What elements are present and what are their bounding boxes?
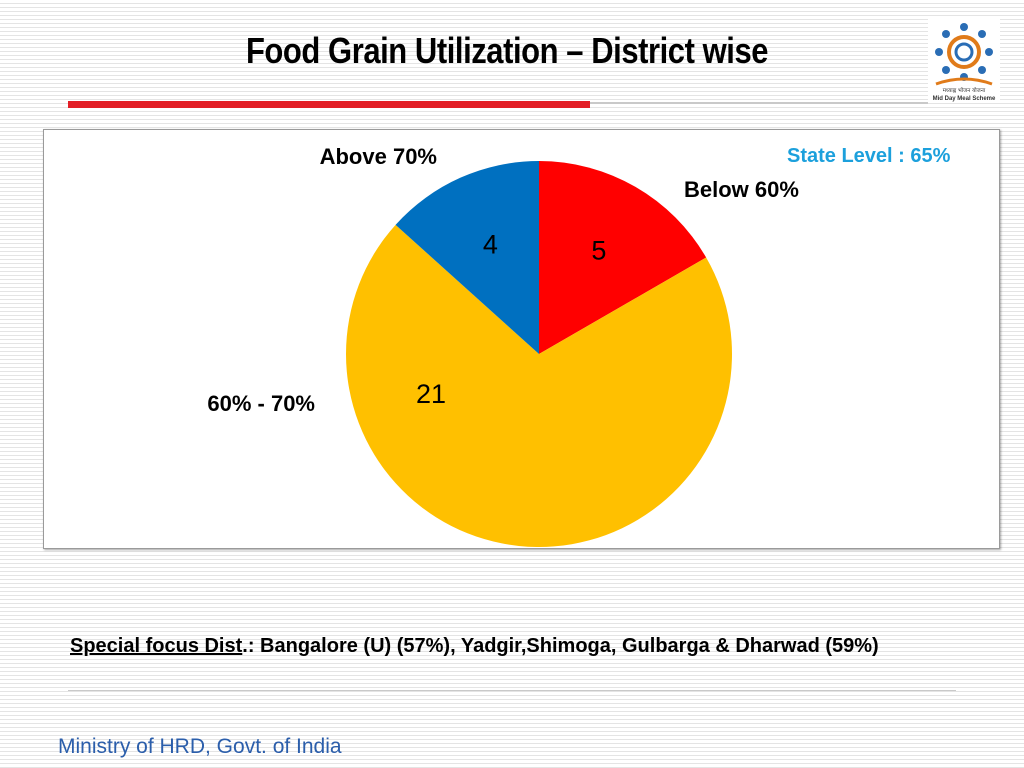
- logo-icon: मध्याह्न भोजन योजना Mid Day Meal Scheme: [933, 23, 996, 102]
- pie-value-labels: 5 21 4: [416, 230, 606, 409]
- pie-value-label-2: 4: [483, 230, 498, 260]
- logo-figures: [935, 23, 993, 81]
- title-underline-gray: [590, 102, 928, 104]
- special-focus-note: Special focus Dist.: Bangalore (U) (57%)…: [70, 632, 950, 660]
- special-focus-label: Special focus Dist: [70, 635, 243, 657]
- mid-day-meal-logo: मध्याह्न भोजन योजना Mid Day Meal Scheme: [928, 16, 1000, 102]
- pie-category-label-0: Below 60%: [684, 177, 799, 202]
- logo-text-line1: मध्याह्न भोजन योजना: [943, 87, 986, 94]
- pie-chart: 5 21 4 Below 60% 60% - 70% Above 70%: [207, 144, 799, 547]
- pie-slice-0: [539, 161, 707, 354]
- pie-category-label-2: Above 70%: [320, 144, 437, 169]
- pie-slices: [345, 161, 732, 547]
- pie-value-label-0: 5: [591, 235, 606, 265]
- pie-slice-1: [345, 224, 732, 547]
- special-focus-text: .: Bangalore (U) (57%), Yadgir,Shimoga, …: [242, 635, 879, 657]
- pie-slice-2: [395, 161, 539, 354]
- logo-text-line2: Mid Day Meal Scheme: [933, 96, 996, 102]
- title-underline-red: [68, 101, 590, 108]
- footer-text: Ministry of HRD, Govt. of India: [58, 735, 342, 758]
- pie-category-label-1: 60% - 70%: [207, 391, 315, 416]
- bottom-rule: [68, 690, 956, 691]
- chart-frame: 5 21 4 Below 60% 60% - 70% Above 70%: [43, 129, 1000, 549]
- state-level-note: State Level : 65%: [787, 145, 951, 167]
- page-title: Food Grain Utilization – District wise: [245, 30, 769, 71]
- pie-value-label-1: 21: [416, 379, 446, 409]
- pie-category-labels: Below 60% 60% - 70% Above 70%: [207, 144, 799, 416]
